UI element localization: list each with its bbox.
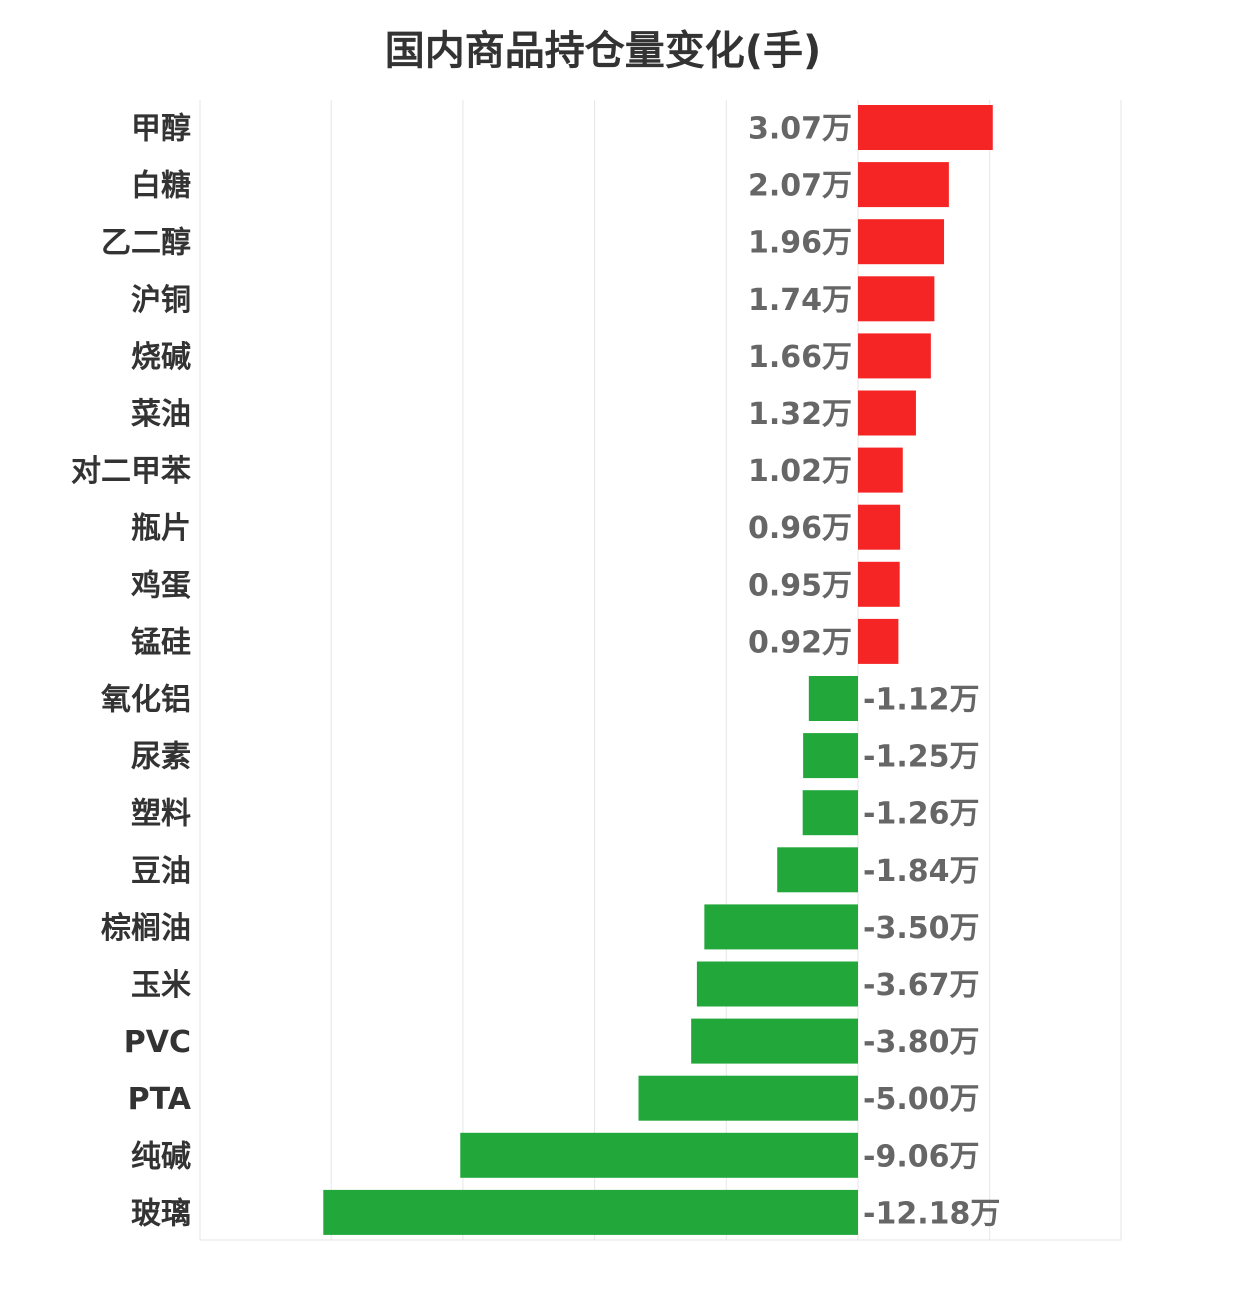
value-label: 0.92万 [748, 625, 852, 660]
value-label: 1.96万 [748, 226, 852, 261]
category-label: PTA [128, 1082, 192, 1117]
category-label: 尿素 [131, 740, 191, 775]
value-label: 1.66万 [748, 340, 852, 375]
value-label: 3.07万 [748, 112, 852, 147]
category-label: 甲醇 [131, 112, 191, 147]
bar-11 [803, 733, 858, 779]
bar-6 [858, 447, 903, 493]
category-label: 氧化铝 [101, 683, 191, 718]
value-label: 0.96万 [748, 511, 852, 546]
category-label: 锰硅 [131, 625, 191, 660]
value-label: 1.74万 [748, 283, 852, 318]
value-label: -3.67万 [863, 968, 979, 1003]
category-label: 棕榈油 [101, 911, 191, 946]
bars [323, 105, 993, 1235]
bar-12 [802, 790, 858, 836]
category-label: 鸡蛋 [131, 568, 191, 603]
bar-13 [777, 847, 858, 893]
bar-9 [858, 618, 899, 664]
bar-19 [323, 1189, 859, 1235]
bar-5 [858, 390, 916, 436]
category-label: 玻璃 [131, 1196, 191, 1231]
category-label: 白糖 [131, 169, 191, 204]
bar-4 [858, 333, 931, 379]
chart-title: 国内商品持仓量变化(手) [384, 28, 822, 74]
category-label: 瓶片 [131, 511, 191, 546]
category-label: 豆油 [131, 854, 191, 889]
category-label: 塑料 [131, 797, 191, 832]
value-label: 2.07万 [748, 169, 852, 204]
category-label: 菜油 [131, 397, 191, 432]
bar-1 [858, 162, 949, 208]
value-label: 1.32万 [748, 397, 852, 432]
value-label: -1.25万 [863, 740, 979, 775]
bar-14 [704, 904, 858, 950]
value-label: -1.26万 [863, 797, 979, 832]
bar-17 [638, 1075, 858, 1121]
bar-10 [808, 676, 858, 721]
value-label: -3.80万 [863, 1025, 979, 1060]
bar-0 [858, 105, 993, 150]
grid-lines [199, 100, 1122, 1241]
value-label: 1.02万 [748, 454, 852, 489]
value-label: -3.50万 [863, 911, 979, 946]
value-label: -1.12万 [863, 683, 979, 718]
value-label: -1.84万 [863, 854, 979, 889]
bar-16 [691, 1018, 858, 1064]
category-label: 沪铜 [131, 283, 191, 318]
category-label: 乙二醇 [101, 226, 191, 261]
category-label: 纯碱 [131, 1139, 191, 1174]
bar-2 [858, 219, 945, 265]
bar-18 [460, 1132, 858, 1178]
category-label: 对二甲苯 [71, 454, 191, 489]
category-label: 玉米 [131, 968, 191, 1003]
value-label: -5.00万 [863, 1082, 979, 1117]
category-label: PVC [124, 1025, 191, 1060]
value-label: -9.06万 [863, 1139, 979, 1174]
bar-15 [696, 961, 858, 1007]
bar-8 [858, 561, 900, 607]
value-label: -12.18万 [863, 1196, 1000, 1231]
bar-7 [858, 504, 901, 550]
bar-3 [858, 276, 935, 322]
category-label: 烧碱 [131, 340, 191, 375]
value-label: 0.95万 [748, 568, 852, 603]
